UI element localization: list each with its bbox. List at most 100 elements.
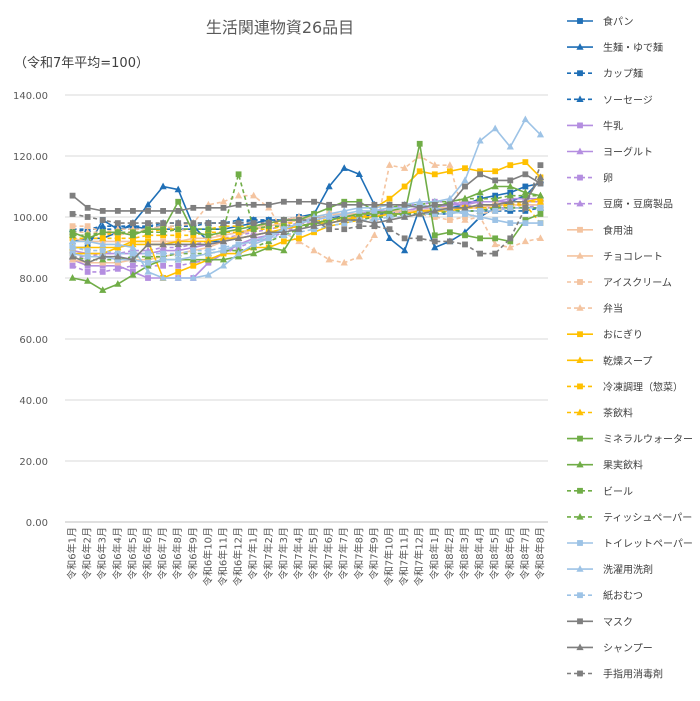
data-point — [99, 217, 106, 223]
data-point — [175, 232, 182, 239]
data-point — [325, 210, 333, 217]
data-point — [577, 540, 583, 546]
data-point — [160, 220, 167, 226]
data-point — [280, 246, 288, 254]
x-tick-label: 令和7年6月 — [322, 527, 335, 580]
data-point — [145, 220, 151, 226]
data-point — [235, 226, 242, 233]
data-point — [461, 194, 469, 202]
data-point — [507, 235, 514, 242]
data-point — [250, 201, 257, 208]
legend-item: 弁当 — [567, 302, 623, 315]
data-point — [341, 226, 348, 233]
data-point — [577, 279, 583, 285]
data-point — [537, 162, 544, 169]
data-point — [68, 252, 77, 260]
data-point — [385, 216, 394, 223]
data-point — [84, 258, 92, 266]
x-axis-ticks: 令和6年1月 令和6年2月 令和6年3月 令和6年4月 令和6年5月 令和6年6月 令和6年… — [66, 527, 547, 586]
data-point — [492, 217, 499, 223]
data-point — [577, 331, 583, 338]
x-tick-label: 令和6年6月 — [141, 527, 154, 580]
data-point — [265, 228, 273, 235]
data-point — [477, 235, 483, 242]
series-path — [72, 176, 542, 264]
x-tick-label: 令和7年12月 — [413, 527, 426, 586]
data-point — [416, 204, 423, 211]
data-point — [296, 198, 302, 205]
legend-label: 弁当 — [603, 302, 623, 315]
data-point — [386, 226, 393, 233]
data-point — [189, 240, 197, 248]
data-point — [477, 250, 483, 257]
data-point — [190, 220, 197, 226]
data-point — [371, 201, 378, 208]
data-point — [219, 237, 228, 245]
x-tick-label: 令和8年2月 — [443, 527, 456, 580]
data-point — [235, 201, 242, 208]
data-point — [431, 232, 438, 239]
series-line — [68, 182, 545, 293]
data-point — [145, 259, 151, 266]
data-point — [356, 223, 363, 230]
data-point — [492, 168, 499, 175]
y-tick-label: 140.00 — [13, 91, 48, 102]
y-tick-label: 60.00 — [19, 335, 48, 346]
data-point — [577, 487, 583, 494]
x-tick-label: 令和6年2月 — [81, 527, 94, 580]
legend-label: シャンプー — [603, 642, 653, 654]
data-point — [144, 267, 152, 275]
data-point — [235, 220, 242, 226]
data-point — [129, 255, 137, 263]
legend-item: 卵 — [567, 173, 613, 185]
data-point — [160, 208, 167, 214]
data-point — [68, 237, 77, 245]
data-point — [446, 168, 453, 175]
legend-label: 茶飲料 — [603, 407, 633, 420]
data-point — [506, 197, 514, 205]
x-tick-label: 令和6年12月 — [232, 527, 245, 586]
y-axis-ticks: 0.00 20.00 40.00 60.00 80.00 100.00 120.00 140.… — [13, 91, 48, 529]
data-point — [577, 174, 583, 181]
data-point — [204, 271, 212, 278]
data-point — [506, 182, 514, 190]
data-point — [576, 565, 584, 572]
series-line — [69, 171, 544, 214]
data-point — [522, 171, 529, 178]
data-point — [431, 243, 439, 251]
data-point — [175, 220, 182, 226]
data-point — [431, 238, 438, 245]
x-tick-label: 令和6年5月 — [126, 527, 139, 580]
data-point — [219, 261, 228, 269]
data-point — [84, 268, 91, 275]
data-point — [265, 243, 273, 251]
data-point — [340, 258, 348, 266]
data-point — [250, 249, 258, 257]
legend-item: 牛乳 — [567, 119, 623, 132]
data-point — [190, 262, 197, 269]
data-point — [144, 240, 152, 248]
data-point — [461, 216, 469, 223]
data-point — [461, 176, 469, 184]
y-tick-label: 120.00 — [13, 152, 48, 163]
data-point — [577, 435, 583, 442]
legend-label: ティッシュペーパー — [603, 512, 692, 524]
data-point — [204, 255, 212, 263]
x-tick-label: 令和7年2月 — [262, 527, 275, 580]
data-point — [576, 460, 584, 468]
data-point — [462, 183, 468, 190]
data-point — [416, 140, 423, 147]
data-point — [462, 165, 468, 172]
legend-label: ヨーグルト — [603, 146, 653, 159]
data-point — [386, 201, 393, 208]
data-point — [310, 222, 318, 229]
legend-label: 乾燥スープ — [603, 354, 652, 367]
data-point — [431, 206, 439, 214]
data-point — [175, 198, 182, 205]
legend-label: 冷凍調理（惣菜） — [603, 380, 683, 393]
data-point — [446, 211, 453, 217]
data-point — [401, 246, 409, 254]
legend-label: 豆腐・豆腐製品 — [603, 198, 673, 211]
data-point — [205, 204, 212, 211]
